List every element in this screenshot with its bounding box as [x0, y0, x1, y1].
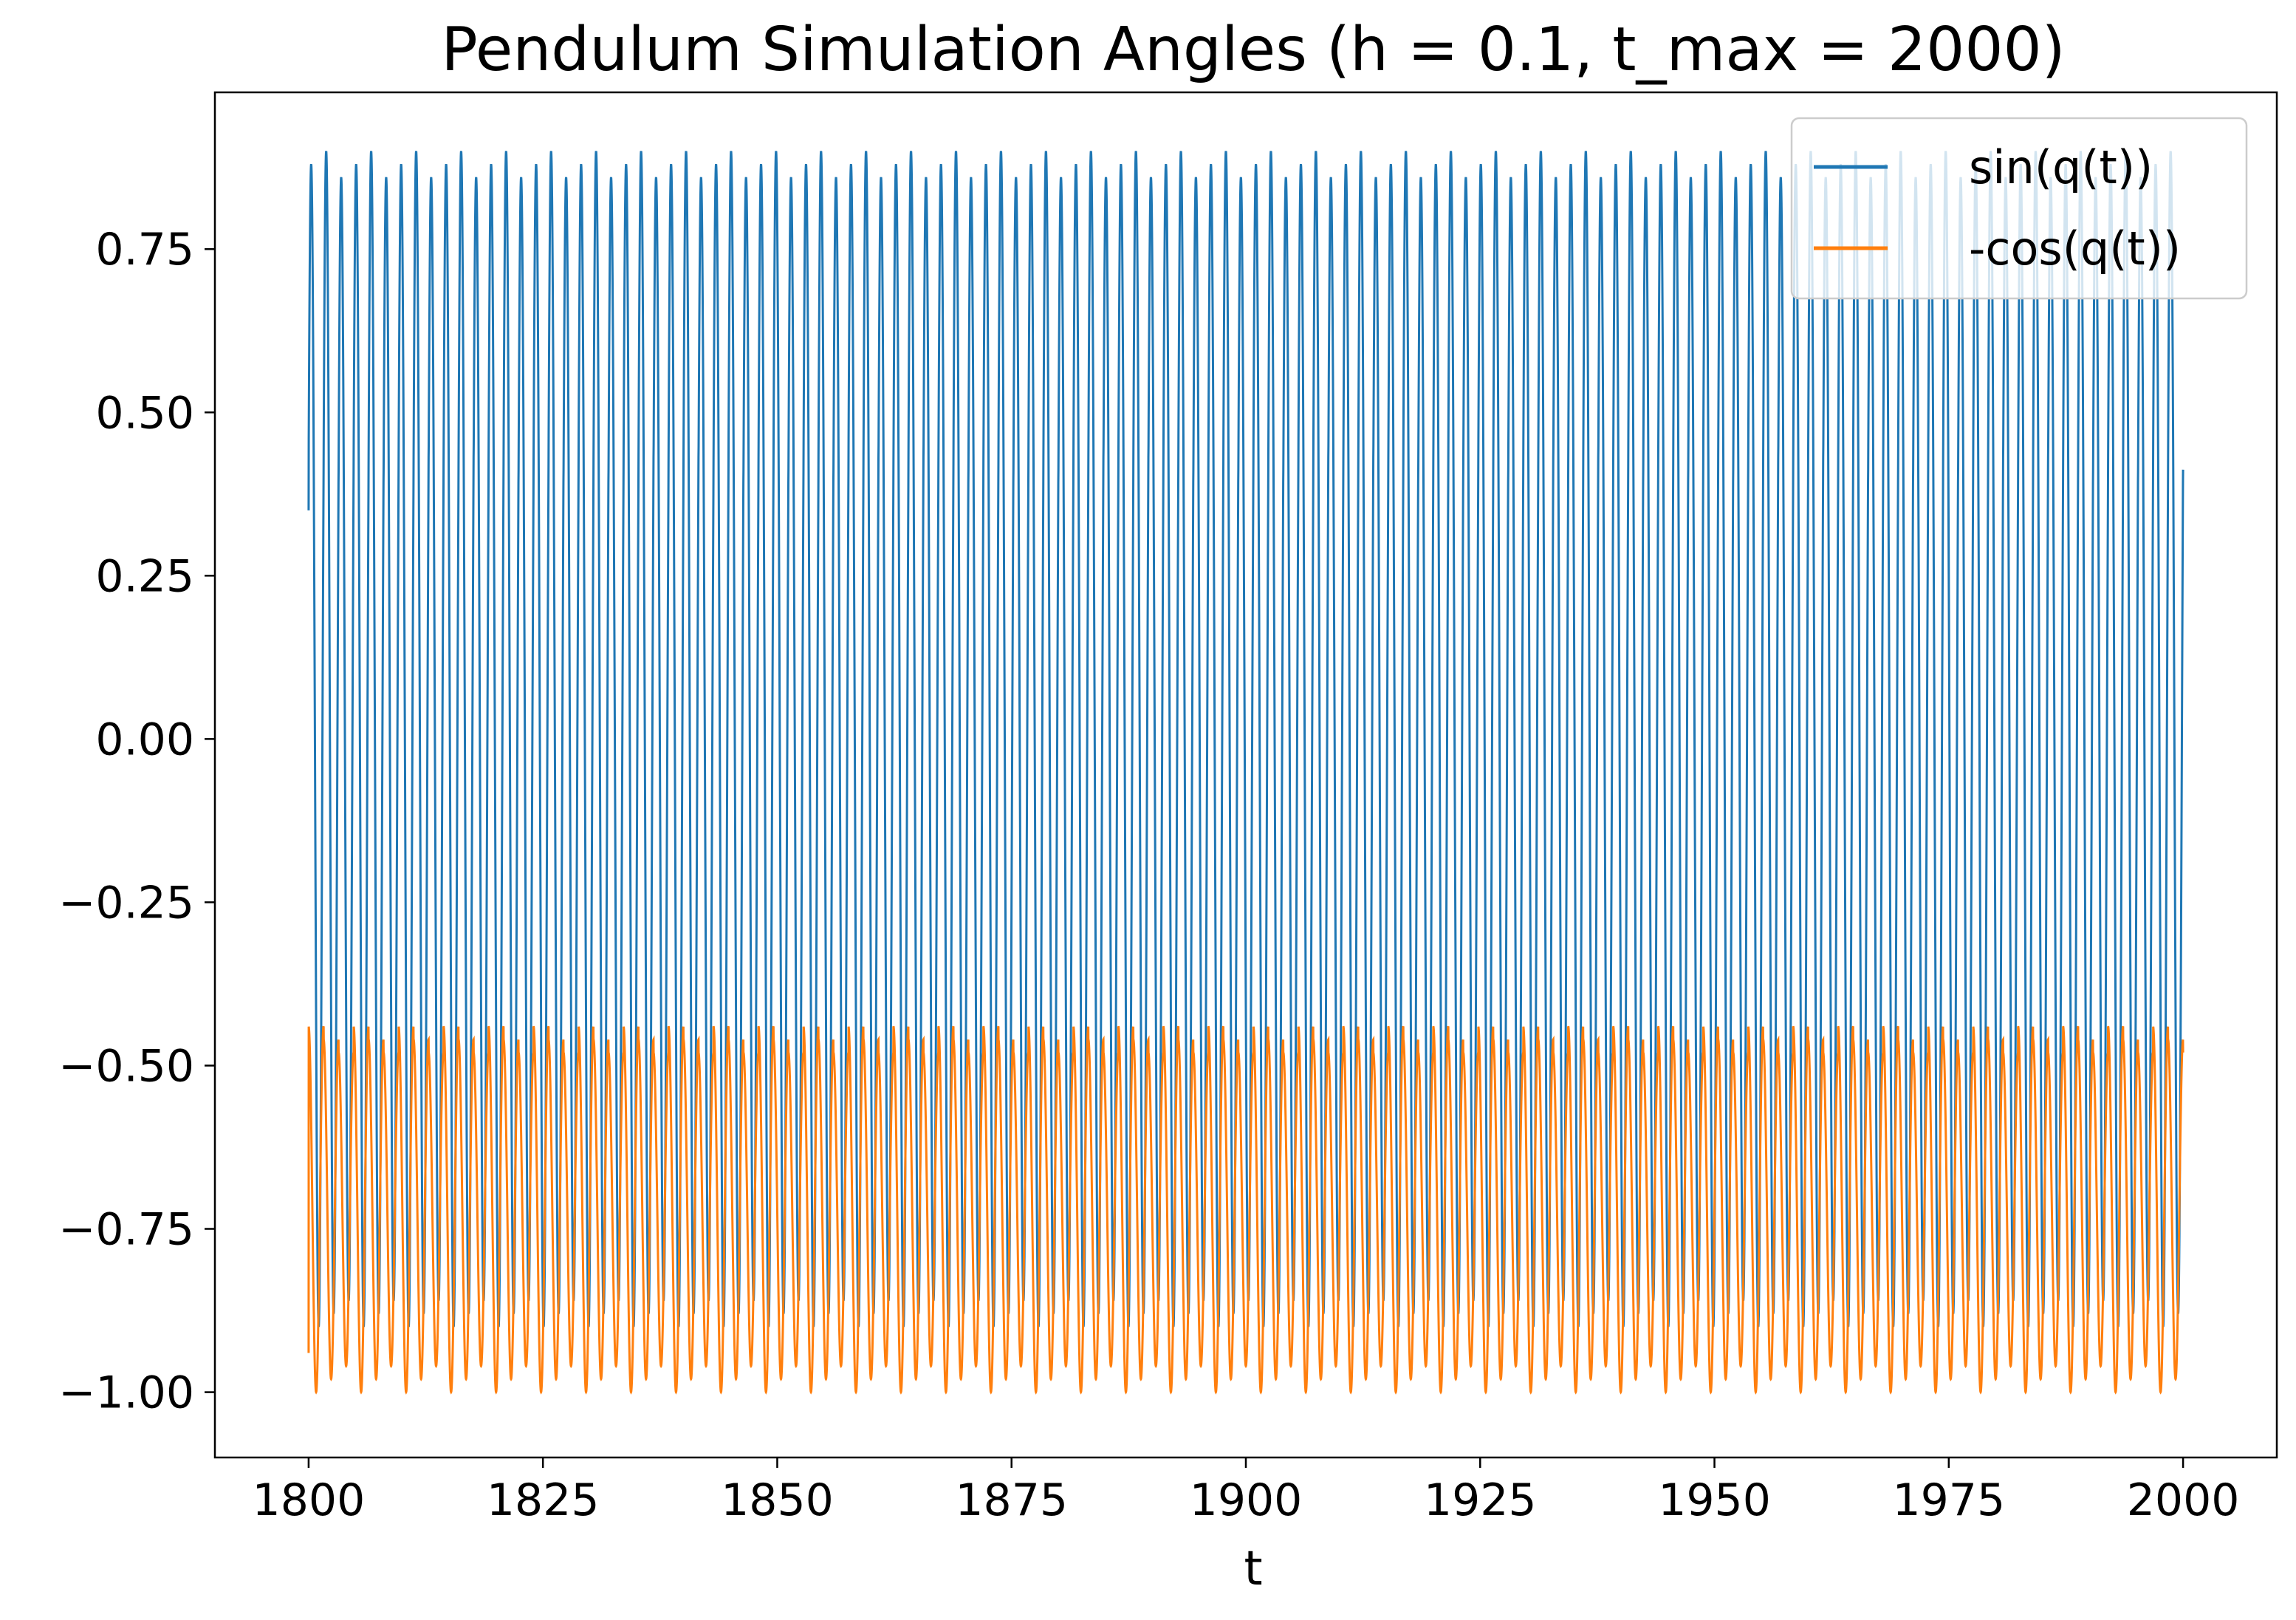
- y-tick-label: 0.75: [95, 224, 194, 276]
- y-tick-label: −0.50: [58, 1040, 194, 1092]
- x-tick-label: 2000: [2127, 1474, 2240, 1526]
- y-tick-label: 0.00: [95, 714, 194, 765]
- y-tick-label: −1.00: [58, 1367, 194, 1419]
- axes: 1800 1825 1850 1875 1900 1925 1950 1975 2000 0.75…: [58, 91, 2278, 1526]
- x-tick-label: 1925: [1424, 1474, 1537, 1526]
- x-tick-label: 1975: [1892, 1474, 2005, 1526]
- legend-box: [1790, 117, 2248, 300]
- x-tick-label: 1800: [253, 1474, 366, 1526]
- x-tick-label: 1900: [1190, 1474, 1303, 1526]
- y-tick-label: −0.25: [58, 877, 194, 929]
- y-tick-label: 0.50: [95, 387, 194, 439]
- chart-title: Pendulum Simulation Angles (h = 0.1, t_m…: [441, 15, 2065, 85]
- legend-label: -cos(q(t)): [1969, 222, 2181, 276]
- series-line-neg-cos: [307, 1025, 2184, 1395]
- legend: sin(q(t)) -cos(q(t)): [1790, 117, 2248, 300]
- x-axis-label: t: [1244, 1542, 1262, 1596]
- legend-label: sin(q(t)): [1969, 140, 2153, 194]
- x-tick-label: 1875: [955, 1474, 1068, 1526]
- y-tick-label: −0.75: [58, 1204, 194, 1256]
- x-tick-label: 1825: [487, 1474, 600, 1526]
- x-tick-label: 1950: [1658, 1474, 1771, 1526]
- x-tick-label: 1850: [721, 1474, 834, 1526]
- y-tick-label: 0.25: [95, 550, 194, 602]
